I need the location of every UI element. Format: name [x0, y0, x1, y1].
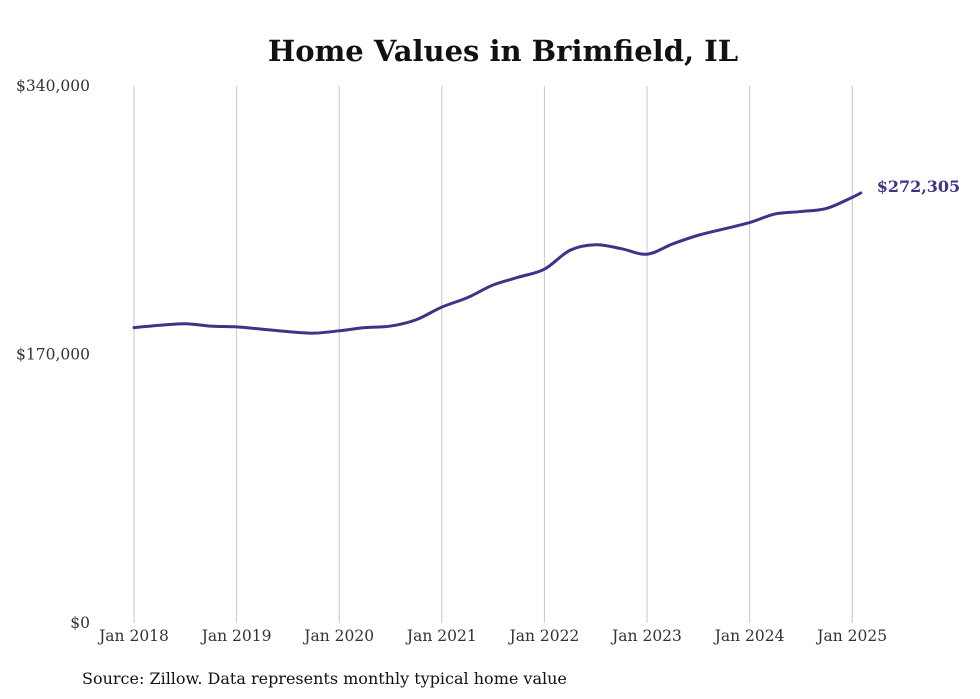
x-tick-label: Jan 2019 [200, 627, 272, 645]
x-tick-label: Jan 2020 [302, 627, 374, 645]
home-value-line [132, 191, 863, 335]
y-tick-label: $0 [70, 614, 90, 632]
y-tick-label: $170,000 [16, 346, 90, 364]
x-tick-label: Jan 2024 [713, 627, 785, 645]
source-note: Source: Zillow. Data represents monthly … [82, 669, 567, 688]
x-tick-label: Jan 2018 [97, 627, 169, 645]
x-tick-label: Jan 2021 [405, 627, 477, 645]
x-tick-label: Jan 2025 [815, 627, 887, 645]
x-tick-label: Jan 2022 [507, 627, 579, 645]
last-value-label: $272,305 [877, 177, 961, 196]
y-axis-ticks: $0 $170,000 $340,000 [16, 77, 90, 632]
x-axis-ticks: Jan 2018 Jan 2019 Jan 2020 Jan 2021 Jan 2022… [97, 627, 887, 645]
gridlines [133, 86, 853, 623]
chart-title: Home Values in Brimfield, IL [268, 34, 738, 68]
x-tick-label: Jan 2023 [610, 627, 682, 645]
series-layer [132, 191, 863, 335]
y-tick-label: $340,000 [16, 77, 90, 95]
